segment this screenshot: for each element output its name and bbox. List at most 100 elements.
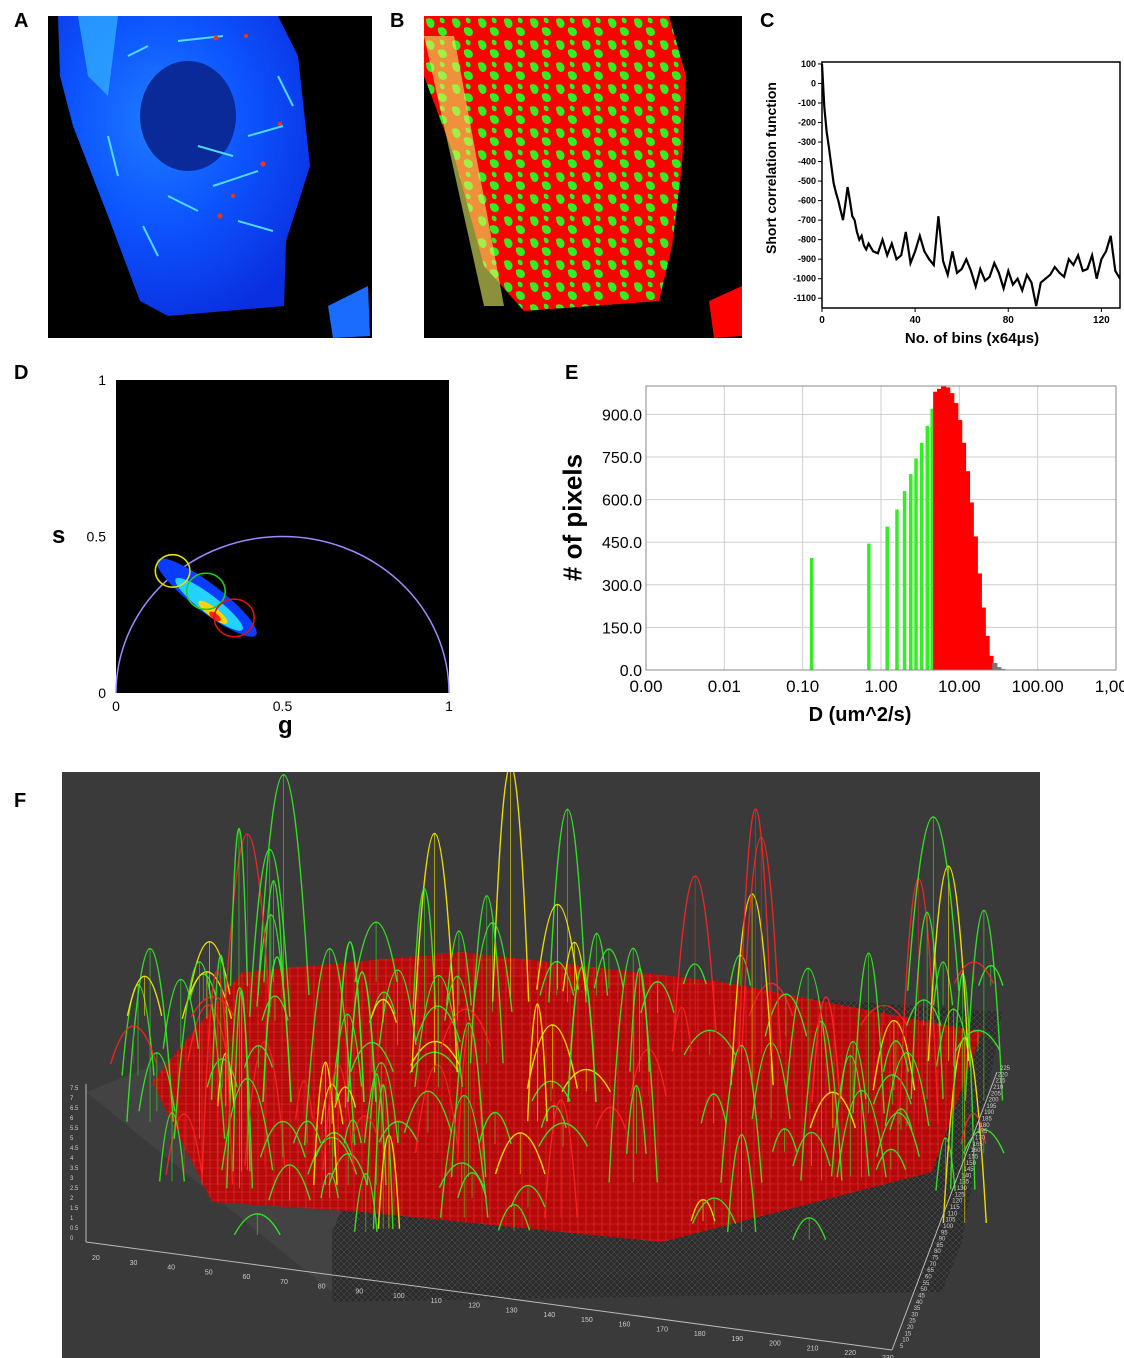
panel-f-ytick-label: 185 bbox=[982, 1117, 993, 1123]
panel-f-xtick-label: 150 bbox=[581, 1317, 593, 1324]
panel-e-bar bbox=[867, 543, 871, 670]
panel-d-ytick-label: 0 bbox=[98, 685, 106, 701]
panel-e-ytick-label: 0.0 bbox=[620, 663, 642, 680]
surface-peak bbox=[691, 1197, 737, 1224]
panel-c-ytick-label: -500 bbox=[798, 176, 816, 186]
panel-f-ytick-label: 90 bbox=[939, 1237, 946, 1243]
panel-f-xtick-label: 160 bbox=[619, 1322, 631, 1329]
panel-f-ztick-label: 5 bbox=[70, 1136, 74, 1142]
phasor-cursor-circle bbox=[154, 553, 191, 589]
panel-c-ytick-label: -200 bbox=[798, 118, 816, 128]
surface-peak bbox=[469, 895, 504, 1064]
panel-d-xtick-label: 0 bbox=[112, 698, 120, 714]
panel-f-ztick-label: 1.5 bbox=[70, 1206, 79, 1212]
panel-f-ytick-label: 220 bbox=[998, 1072, 1009, 1078]
panel-c-ytick-label: 0 bbox=[811, 78, 816, 88]
panel-e-bar bbox=[895, 509, 899, 670]
phasor-cursor-circle bbox=[185, 572, 227, 611]
panel-f-ytick-label: 205 bbox=[991, 1091, 1002, 1097]
surface-peak bbox=[700, 1093, 727, 1124]
panel-e-bar bbox=[964, 471, 971, 670]
panel-f-ytick-label: 95 bbox=[941, 1230, 948, 1236]
panel-e-bar bbox=[930, 408, 934, 670]
panel-f-ytick-label: 215 bbox=[995, 1079, 1006, 1085]
panel-f-ytick-label: 5 bbox=[900, 1344, 904, 1350]
panel-e-bar bbox=[996, 667, 1002, 670]
panel-c-ytick-label: 100 bbox=[801, 59, 816, 69]
panel-f-ytick-label: 70 bbox=[930, 1262, 937, 1268]
panel-e-bar bbox=[957, 420, 963, 670]
panel-f-ztick-label: 0 bbox=[70, 1236, 74, 1242]
surface-peak bbox=[165, 1113, 203, 1175]
panel-e-ytick-label: 150.0 bbox=[602, 620, 642, 637]
panel-f-xtick-label: 20 bbox=[92, 1255, 100, 1262]
panel-e-ytick-label: 900.0 bbox=[602, 407, 642, 424]
panel-f-ztick-label: 3.5 bbox=[70, 1166, 79, 1172]
panel-f-ytick-label: 75 bbox=[932, 1256, 939, 1262]
panel-f-ytick-label: 155 bbox=[968, 1154, 979, 1160]
panel-c-chart: 100 0 -100 -200 -300 -400 -500 -600 -700 -800 -900… bbox=[793, 59, 1121, 326]
panel-label-c: C bbox=[760, 10, 775, 32]
surface-peak bbox=[671, 1006, 692, 1052]
panel-f-xtick-label: 210 bbox=[807, 1345, 819, 1352]
panel-label-e: E bbox=[565, 362, 579, 384]
surface-peak bbox=[411, 832, 458, 1073]
panel-e-bar bbox=[968, 502, 974, 670]
panel-f-ytick-label: 130 bbox=[957, 1186, 968, 1192]
panel-f-ytick-label: 175 bbox=[977, 1129, 988, 1135]
panel-f-ytick-label: 190 bbox=[984, 1110, 995, 1116]
panel-a-intensity-image bbox=[48, 16, 372, 338]
panel-f-ztick-label: 4.5 bbox=[70, 1146, 79, 1152]
panel-f-ytick-label: 145 bbox=[964, 1167, 975, 1173]
panel-f-ytick-label: 110 bbox=[948, 1211, 958, 1217]
panel-e-ytick-label: 600.0 bbox=[602, 493, 642, 510]
panel-f-ytick-label: 170 bbox=[975, 1136, 986, 1142]
panel-f-xtick-label: 230 bbox=[882, 1355, 894, 1358]
panel-f-ztick-label: 2 bbox=[70, 1196, 74, 1202]
panel-f-ytick-label: 135 bbox=[959, 1180, 970, 1186]
phasor-cloud bbox=[156, 558, 257, 637]
panel-f-ytick-label: 45 bbox=[918, 1293, 925, 1299]
panel-f-xtick-label: 40 bbox=[167, 1265, 175, 1272]
surface-peak bbox=[210, 954, 231, 1100]
surface-peak bbox=[876, 1112, 921, 1157]
surface-peak bbox=[682, 963, 707, 985]
surface-major-peak bbox=[335, 941, 365, 1103]
panel-c-ytick-label: -700 bbox=[798, 215, 816, 225]
surface-peak bbox=[363, 1061, 399, 1144]
panel-e-bar bbox=[988, 655, 994, 670]
panel-f-xtick-label: 130 bbox=[506, 1307, 518, 1314]
surface-peak bbox=[608, 947, 658, 1183]
panel-e-bar bbox=[933, 391, 939, 670]
panel-e-ytick-label: 750.0 bbox=[602, 450, 642, 467]
panel-f-ytick-label: 35 bbox=[914, 1306, 921, 1312]
panel-c-correlation-line bbox=[820, 63, 1121, 307]
surface-major-peak bbox=[347, 971, 377, 1103]
surface-major-peak bbox=[811, 996, 841, 1103]
panel-e-bar bbox=[919, 442, 924, 670]
panel-e-bar bbox=[945, 387, 951, 670]
surface-peak bbox=[562, 941, 587, 992]
panel-e-xtick-label: 1.00 bbox=[864, 677, 897, 696]
panel-f-ytick-label: 65 bbox=[927, 1268, 934, 1274]
panel-c-xtick-label: 80 bbox=[1003, 315, 1015, 326]
panel-f-xtick-label: 200 bbox=[769, 1341, 781, 1348]
panel-c-ytick-label: -800 bbox=[798, 235, 816, 245]
surface-major-peak bbox=[567, 966, 597, 1103]
panel-f-ytick-label: 55 bbox=[923, 1281, 930, 1287]
panel-f-ytick-label: 15 bbox=[905, 1331, 912, 1337]
panel-f-xtick-label: 180 bbox=[694, 1331, 706, 1338]
panel-e-ytick-label: 450.0 bbox=[602, 535, 642, 552]
panel-e-bar bbox=[972, 536, 978, 670]
panel-c-xtick-label: 0 bbox=[819, 315, 825, 326]
panel-f-ytick-label: 225 bbox=[1000, 1066, 1011, 1072]
surface-peak bbox=[410, 1040, 461, 1066]
panel-e-bar bbox=[992, 662, 998, 670]
surface-peaks bbox=[109, 772, 1005, 1240]
surface-peak bbox=[126, 948, 174, 1122]
panel-e-xtick-label: 100.00 bbox=[1012, 677, 1064, 696]
panel-f-ztick-label: 7 bbox=[70, 1096, 74, 1102]
surface-peak bbox=[962, 1128, 1005, 1154]
panel-e-xtick-label: 10.00 bbox=[938, 677, 981, 696]
surface-peak bbox=[491, 772, 530, 1002]
